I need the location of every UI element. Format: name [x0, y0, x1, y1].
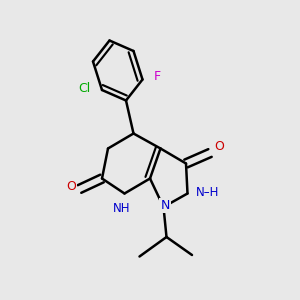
- Text: O: O: [214, 140, 224, 154]
- Text: O: O: [66, 179, 76, 193]
- Text: Cl: Cl: [78, 82, 90, 95]
- Text: N–H: N–H: [196, 185, 220, 199]
- Text: NH: NH: [113, 202, 130, 215]
- Text: N: N: [160, 199, 170, 212]
- Text: F: F: [153, 70, 161, 83]
